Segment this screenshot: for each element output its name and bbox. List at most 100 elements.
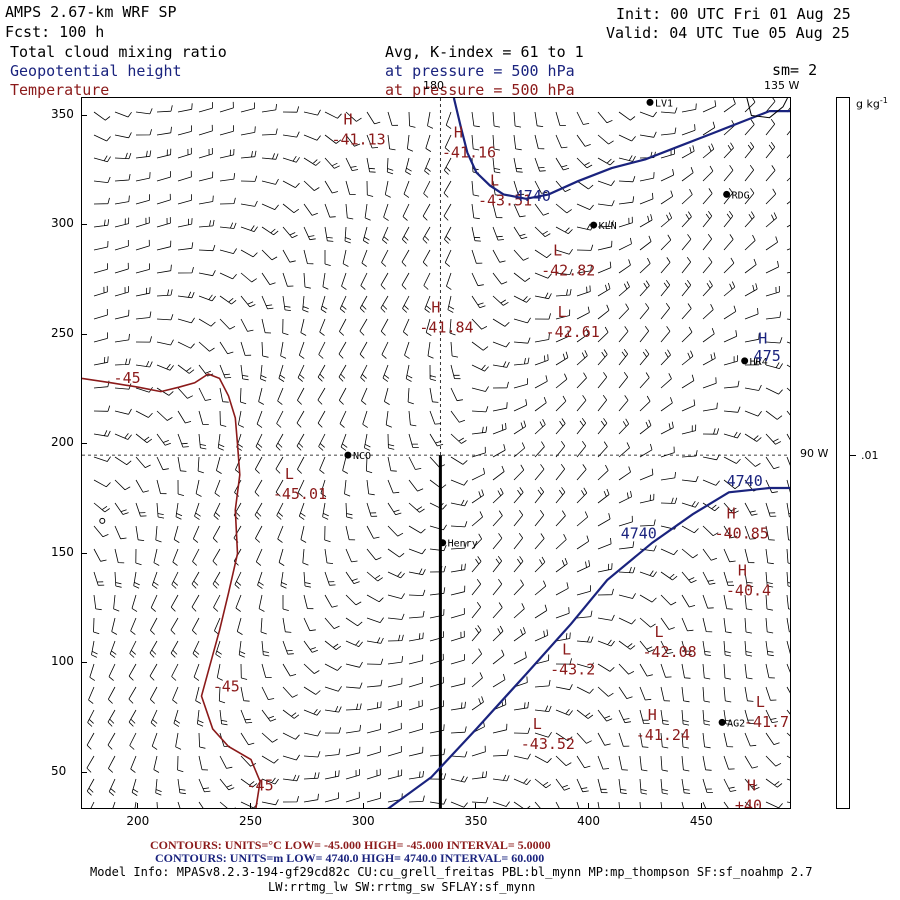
temperature-extremum-letter: L [553, 242, 562, 260]
y-tick-label: 250 [51, 325, 74, 340]
x-tick-label: 400 [577, 814, 601, 828]
temperature-contour-label: -45 [114, 369, 141, 387]
temperature-extremum-letter: H [431, 299, 440, 317]
field-temperature-label: Temperature [10, 81, 110, 99]
station-marker [344, 451, 352, 459]
x-tick-label: 300 [351, 814, 375, 828]
y-tick-label: 50 [51, 763, 67, 778]
forecast-hour: Fcst: 100 h [5, 23, 105, 41]
lon-label-180: 180 [423, 79, 444, 92]
colorbar-tick [850, 455, 856, 456]
temperature-contour-label: -45 [213, 678, 240, 696]
x-tick-label: 200 [126, 814, 150, 828]
height-contour-label: 4740 [515, 187, 551, 205]
temperature-extremum-value: -41.16 [442, 143, 496, 161]
map-overlay: LV1 RDG KLN HR4 NCO Henry AG2 H -41.13 H -41.16 L -4… [82, 98, 790, 809]
temperature-extremum-value: -45.01 [273, 485, 327, 503]
station-marker [590, 221, 598, 229]
temperature-extremum-letter: L [533, 715, 542, 733]
x-tick-label: 250 [239, 814, 262, 828]
x-tick-mark [700, 803, 702, 809]
wind-barb-field [86, 98, 790, 808]
temperature-extremum-value: -42.61 [546, 323, 600, 341]
temperature-extremum-letter: H [454, 123, 463, 141]
field-cloud-label: Total cloud mixing ratio [10, 43, 227, 61]
station-marker [723, 190, 731, 198]
temperature-extremum-value: -41.7 [744, 713, 789, 731]
temperature-extremum-letter: L [756, 693, 765, 711]
y-tick-label: 200 [51, 435, 74, 450]
x-tick-mark [475, 803, 477, 809]
temperature-extremum-letter: H [738, 562, 747, 580]
height-pressure-level: at pressure = 500 hPa [385, 62, 575, 80]
temperature-extremum-letter: L [655, 623, 664, 641]
temperature-contour-label: -45 [247, 776, 274, 794]
x-tick-mark [362, 803, 364, 809]
station-label: NCO [353, 451, 371, 462]
model-info: Model Info: MPASv8.2.3-194-gf29cd82c CU:… [90, 865, 813, 879]
y-tick-mark [81, 443, 87, 445]
temperature-extremum-value: -42.08 [643, 643, 697, 661]
temperature-extremum-letter: L [285, 465, 294, 483]
y-tick-mark [81, 114, 87, 116]
x-tick-label: 450 [689, 814, 713, 828]
x-tick-mark [137, 803, 139, 809]
colorbar [836, 97, 850, 809]
station-marker [718, 718, 726, 726]
y-tick-mark [81, 333, 87, 335]
height-contour-label: H [758, 329, 767, 347]
init-time: Init: 00 UTC Fri 01 Aug 25 [616, 5, 851, 23]
x-tick-label: 350 [464, 814, 488, 828]
height-contour-4740-south [387, 486, 790, 808]
temperature-extremum-value: -41.84 [419, 319, 473, 337]
temperature-extremum-value: -43.2 [550, 660, 595, 678]
temperature-pressure-level: at pressure = 500 hPa [385, 81, 575, 99]
wind-barbs [86, 98, 790, 808]
map-canvas: LV1 RDG KLN HR4 NCO Henry AG2 H -41.13 H -41.16 L -4… [82, 98, 790, 809]
station-marker [741, 357, 749, 365]
y-tick-label: 300 [51, 216, 74, 231]
height-contour-label: 4740 [621, 524, 657, 542]
station-label: HR4 [750, 357, 768, 368]
station-label: LV1 [655, 98, 673, 109]
y-tick-mark [81, 552, 87, 554]
temperature-contour-info: CONTOURS: UNITS=°C LOW= -45.000 HIGH= -4… [150, 838, 551, 852]
temperature-extremum-letter: H [747, 776, 756, 794]
map-plot-area[interactable]: LV1 RDG KLN HR4 NCO Henry AG2 H -41.13 H -41.16 L -4… [81, 97, 791, 809]
temperature-extremum-value: -40.4 [726, 582, 771, 600]
smoothing-label: sm= 2 [772, 61, 818, 79]
temperature-extremum-letter: H [343, 110, 352, 128]
temperature-extremum-letter: H [648, 706, 657, 724]
coastline [746, 98, 788, 119]
field-height-label: Geopotential height [10, 62, 182, 80]
x-tick-mark [250, 803, 252, 809]
station-marker [646, 98, 654, 106]
temperature-extremum-value: -43.51 [478, 192, 532, 210]
station-marker [439, 539, 447, 547]
station-label: RDG [732, 190, 750, 201]
y-tick-label: 100 [51, 654, 74, 669]
temperature-extremum-value: +40 [735, 796, 762, 809]
k-index-range: Avg, K-index = 61 to 1 [385, 43, 584, 61]
y-tick-label: 150 [51, 544, 74, 559]
y-tick-mark [81, 224, 87, 226]
height-contour-label: 4740 [727, 472, 763, 490]
temperature-contour-minus45 [82, 373, 261, 808]
temperature-extremum-value: -43.52 [521, 735, 575, 753]
valid-time: Valid: 04 UTC Tue 05 Aug 25 [606, 24, 850, 42]
station-label: Henry [448, 539, 478, 550]
temperature-extremum-letter: H [727, 505, 736, 523]
y-tick-mark [81, 771, 87, 773]
temperature-extremum-value: -40.85 [715, 525, 769, 543]
lon-label-135w: 135 W [764, 79, 800, 92]
model-physics-info: LW:rrtmg_lw SW:rrtmg_sw SFLAY:sf_mynn [268, 880, 536, 894]
pole-marker [99, 517, 106, 524]
station-label: KLN [599, 221, 617, 232]
x-tick-mark [588, 803, 590, 809]
station-label: AG2 [727, 718, 745, 729]
temperature-extremum-value: -41.24 [636, 726, 690, 744]
height-contour-4740-north [452, 98, 790, 200]
height-contour-label: 475 [754, 347, 781, 365]
model-title: AMPS 2.67-km WRF SP [5, 3, 177, 21]
temperature-extremum-value: -41.13 [331, 130, 385, 148]
